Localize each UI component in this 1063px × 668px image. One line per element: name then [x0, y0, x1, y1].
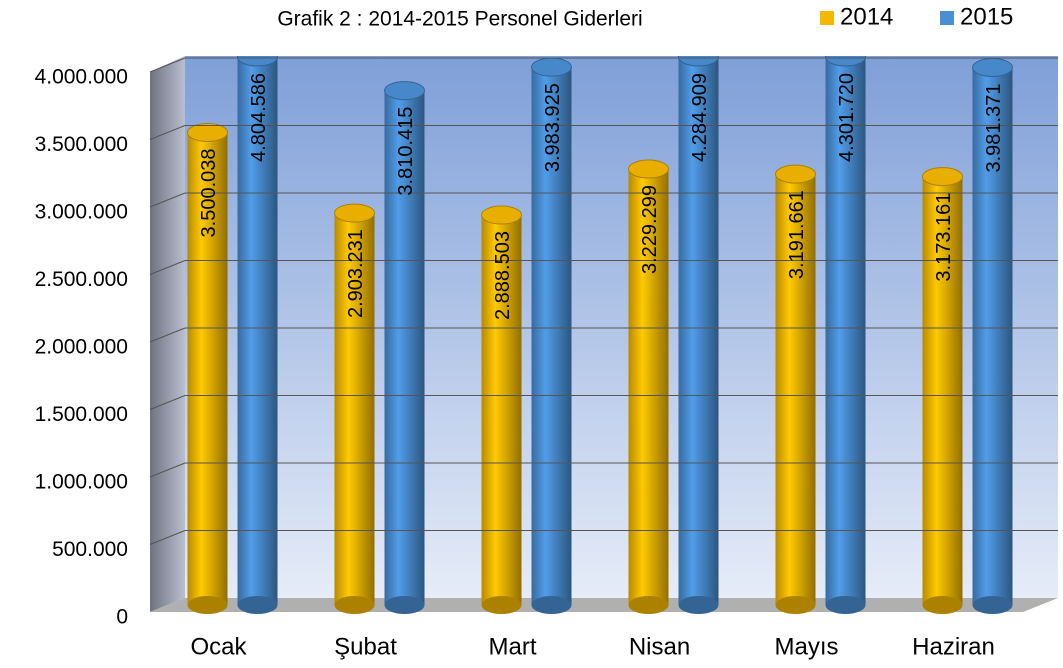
bar-top: [628, 159, 669, 179]
y-tick-label: 1.500.000: [35, 403, 128, 426]
bar-top: [334, 203, 375, 223]
bar-top: [825, 56, 866, 67]
floor: [150, 598, 1058, 612]
bar-bottom: [384, 596, 425, 614]
bar: [384, 90, 425, 605]
bar-bottom: [187, 596, 228, 614]
value-label: 3.983.925: [542, 83, 564, 172]
y-tick-label: 3.000.000: [35, 201, 128, 224]
value-label: 4.301.720: [836, 73, 858, 162]
grid-line: [149, 530, 186, 545]
bar: [922, 176, 963, 605]
value-label: 4.804.586: [248, 73, 270, 162]
bar-bottom: [922, 596, 963, 614]
legend-label: 2015: [960, 3, 1013, 30]
value-label: 3.191.661: [786, 190, 808, 279]
bar: [531, 67, 572, 606]
bar-bottom: [334, 596, 375, 614]
bar: [775, 174, 816, 605]
bar-top: [384, 81, 425, 101]
grid-line: [149, 57, 186, 73]
value-label: 3.981.371: [983, 84, 1005, 173]
legend-label: 2014: [840, 3, 893, 30]
y-tick-label: 1.000.000: [35, 471, 128, 494]
bar: [972, 67, 1013, 606]
bar-bottom: [678, 596, 719, 614]
value-label: 2.903.231: [345, 229, 367, 318]
grid-line: [149, 395, 186, 410]
y-tick-label: 0: [116, 606, 128, 629]
bar-top: [775, 164, 816, 184]
value-label: 3.810.415: [395, 107, 417, 196]
bar: [237, 57, 278, 605]
side-wall: [150, 56, 185, 612]
bar-top: [531, 57, 572, 77]
x-tick-label: Nisan: [629, 633, 690, 660]
grid-line: [149, 125, 186, 140]
grid-line: [149, 192, 186, 208]
value-label: 3.229.299: [639, 185, 661, 274]
bar-bottom: [628, 596, 669, 614]
bar-bottom: [481, 596, 522, 614]
bar-bottom: [237, 596, 278, 614]
y-tick-label: 500.000: [52, 538, 128, 561]
grid-line: [149, 327, 186, 343]
plot: [187, 56, 1013, 614]
bar-top: [187, 122, 228, 142]
bar-top: [678, 56, 719, 67]
bar-bottom: [972, 596, 1013, 614]
grid-line: [149, 260, 186, 275]
x-tick-label: Mart: [489, 633, 537, 660]
bar: [481, 215, 522, 605]
value-label: 2.888.503: [492, 231, 514, 320]
grid-line: [149, 462, 186, 478]
bar: [187, 132, 228, 605]
bar-bottom: [775, 596, 816, 614]
value-label: 4.284.909: [689, 73, 711, 162]
bar-top: [237, 56, 278, 67]
value-label: 3.500.038: [198, 148, 220, 237]
y-tick-label: 2.500.000: [35, 268, 128, 291]
legend-swatch: [940, 11, 954, 25]
chart-title: Grafik 2 : 2014-2015 Personel Giderleri: [277, 8, 642, 31]
bar: [678, 57, 719, 605]
y-tick-label: 2.000.000: [35, 336, 128, 359]
bar: [825, 57, 866, 605]
y-tick-label: 3.500.000: [35, 133, 128, 156]
bar-top: [972, 58, 1013, 78]
value-label: 3.173.161: [933, 193, 955, 282]
legend-swatch: [820, 11, 834, 25]
x-tick-label: Şubat: [334, 633, 397, 660]
x-tick-label: Haziran: [912, 633, 995, 660]
bar-top: [922, 167, 963, 187]
bar-bottom: [531, 596, 572, 614]
bar: [628, 169, 669, 606]
bar-top: [481, 205, 522, 225]
bar: [334, 213, 375, 605]
bar-bottom: [825, 596, 866, 614]
x-tick-label: Mayıs: [774, 633, 838, 660]
x-tick-label: Ocak: [190, 633, 247, 660]
y-tick-label: 4.000.000: [35, 66, 128, 89]
